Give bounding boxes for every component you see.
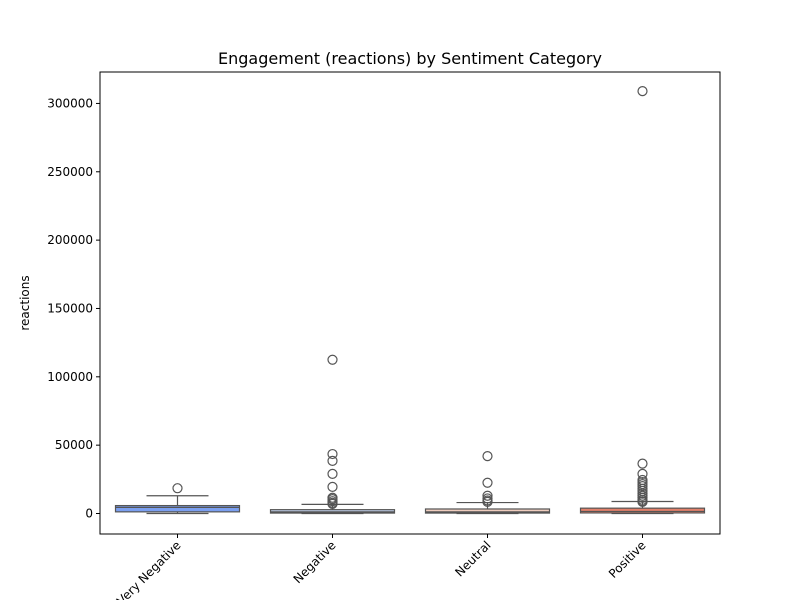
y-tick-label: 150000 (47, 301, 93, 315)
box-group (579, 86, 706, 515)
outlier-point (637, 458, 648, 469)
x-axis: Very Negative Negative Neutral Positive (114, 534, 649, 600)
y-tick-label: 200000 (47, 233, 93, 247)
y-axis: 0 50000 100000 150000 200000 250000 300000 (47, 96, 100, 520)
outlier-point (327, 455, 338, 466)
y-tick-label: 100000 (47, 370, 93, 384)
outlier-point (637, 468, 648, 479)
iqr-box (579, 507, 706, 514)
outlier-point (482, 477, 493, 488)
y-tick-label: 300000 (47, 96, 93, 110)
box-group (424, 450, 551, 515)
outlier-point (327, 492, 338, 503)
outlier-point (482, 493, 493, 504)
chart-title: Engagement (reactions) by Sentiment Cate… (218, 49, 602, 68)
y-tick-label: 0 (85, 506, 93, 520)
y-tick-label: 50000 (55, 438, 93, 452)
iqr-box (424, 508, 551, 514)
y-axis-label: reactions (18, 275, 32, 330)
plot-area (114, 86, 706, 515)
outlier-point (327, 468, 338, 479)
box-group (114, 483, 241, 515)
y-tick-label: 250000 (47, 165, 93, 179)
x-tick-label: Positive (606, 538, 649, 581)
outlier-point (327, 448, 338, 460)
outlier-point (637, 86, 648, 97)
x-tick-label: Very Negative (114, 538, 184, 600)
outlier-point (637, 474, 648, 486)
outlier-point (327, 354, 338, 365)
outlier-point (482, 450, 493, 462)
axes-frame (99, 71, 721, 535)
iqr-box (114, 504, 241, 513)
outlier-point (172, 483, 183, 494)
box-group (269, 354, 396, 515)
x-tick-label: Neutral (452, 538, 493, 579)
outlier-point (482, 490, 493, 501)
x-tick-label: Negative (291, 538, 339, 586)
outlier-point (327, 481, 338, 492)
